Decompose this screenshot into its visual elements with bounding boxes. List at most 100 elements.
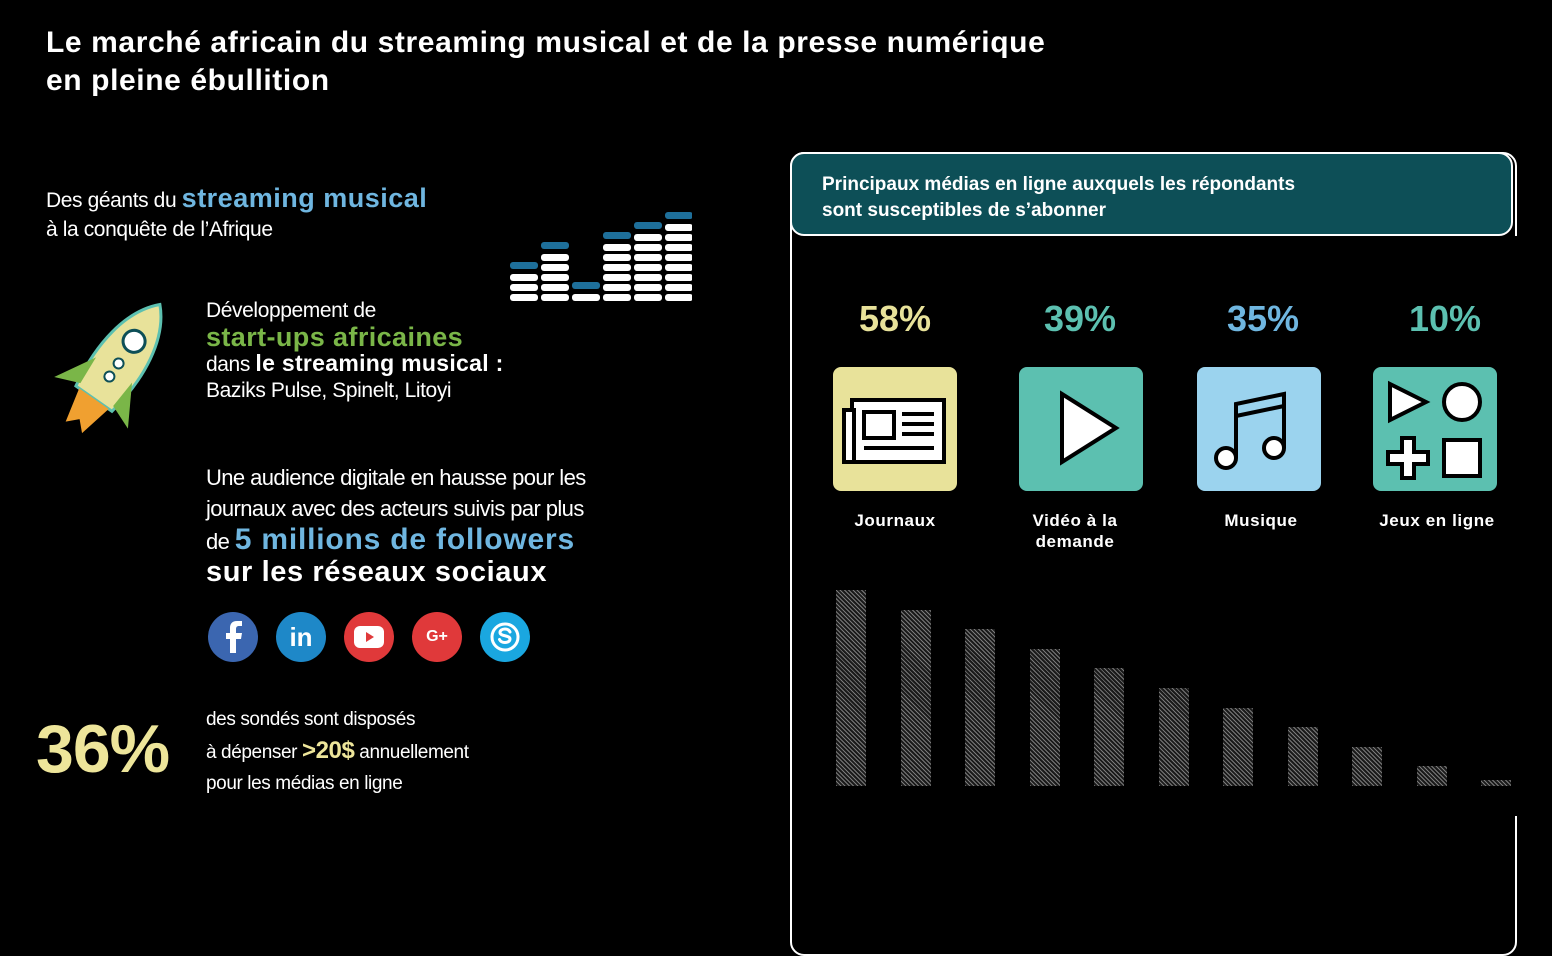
equalizer-segment — [665, 284, 692, 291]
decorative-bar — [1481, 780, 1511, 786]
equalizer-segment — [603, 244, 631, 251]
equalizer-segment — [541, 264, 569, 271]
equalizer-segment — [510, 294, 538, 301]
intro-text-line-2: à la conquête de l’Afrique — [46, 218, 273, 241]
spend-line-2a: à dépenser — [206, 742, 302, 763]
video-label-line-1: Vidéo à la — [1032, 511, 1118, 530]
spend-line-3: pour les médias en ligne — [206, 773, 403, 794]
equalizer-segment — [665, 234, 692, 241]
video-label: Vidéo à la demande — [1000, 510, 1150, 552]
spend-amount: >20$ — [301, 737, 355, 764]
equalizer-segment — [634, 234, 662, 241]
equalizer-segment — [634, 264, 662, 271]
decorative-bar — [1416, 766, 1447, 786]
equalizer-segment — [665, 254, 692, 261]
google-plus-icon[interactable]: G+ — [412, 612, 462, 662]
musique-label-line: Musique — [1224, 511, 1298, 530]
audience-line-1: Une audience digitale en hausse pour les — [206, 465, 586, 490]
decorative-bar — [1352, 746, 1382, 786]
games-icon — [1369, 363, 1501, 495]
video-play-icon — [1015, 363, 1147, 495]
equalizer-cap — [634, 222, 662, 229]
spend-percent: 36% — [36, 711, 170, 787]
equalizer-cap — [572, 282, 600, 289]
jeux-label-line: Jeux en ligne — [1379, 511, 1495, 530]
equalizer-segment — [665, 294, 692, 301]
video-label-line-2: demande — [1035, 532, 1115, 551]
equalizer-segment — [541, 294, 569, 301]
equalizer-segment — [634, 244, 662, 251]
startups-line-4: Baziks Pulse, Spinelt, Litoyi — [206, 379, 452, 402]
equalizer-segment — [634, 294, 662, 301]
youtube-icon[interactable] — [344, 612, 394, 662]
facebook-icon[interactable] — [208, 612, 258, 662]
audience-line-4: sur les réseaux sociaux — [206, 556, 548, 588]
decorative-bar — [1287, 727, 1318, 786]
equalizer-segment — [665, 274, 692, 281]
decorative-bar — [900, 609, 931, 786]
equalizer-segment — [603, 274, 631, 281]
page-title-line-1: Le marché africain du streaming musical … — [46, 26, 1046, 59]
newspaper-icon — [829, 363, 961, 495]
equalizer-segment — [634, 254, 662, 261]
audience-text: Une audience digitale en hausse pour les… — [206, 462, 586, 588]
panel-title-line-2: sont susceptibles de s’abonner — [822, 200, 1107, 221]
linkedin-icon[interactable]: in — [276, 612, 326, 662]
equalizer-cap — [665, 212, 692, 219]
rocket-icon — [54, 302, 163, 434]
startups-line-3a: dans — [206, 353, 256, 376]
media-panel-header: Principaux médias en ligne auxquels les … — [790, 152, 1513, 236]
intro-text-start: Des géants du — [46, 189, 182, 212]
equalizer-segment — [510, 274, 538, 281]
decorative-bar — [1029, 648, 1060, 786]
jeux-label: Jeux en ligne — [1362, 510, 1512, 531]
equalizer-segment — [603, 254, 631, 261]
panel-left-border — [790, 236, 792, 791]
equalizer-segment — [510, 284, 538, 291]
social-icons: in G+ — [208, 612, 530, 662]
equalizer-segment — [541, 254, 569, 261]
equalizer-icon — [510, 212, 692, 301]
startups-highlight: start-ups africaines — [206, 322, 464, 352]
audience-line-3a: de — [206, 529, 235, 554]
spend-text: des sondés sont disposés à dépenser >20$… — [206, 704, 469, 799]
equalizer-cap — [541, 242, 569, 249]
equalizer-segment — [634, 274, 662, 281]
equalizer-segment — [665, 224, 692, 231]
linkedin-label: in — [289, 621, 313, 652]
skype-icon[interactable] — [480, 612, 530, 662]
startups-line-1: Développement de — [206, 299, 376, 322]
equalizer-segment — [603, 294, 631, 301]
equalizer-segment — [572, 294, 600, 301]
spend-line-1: des sondés sont disposés — [206, 709, 416, 730]
music-note-icon — [1193, 363, 1325, 495]
jeux-percent: 10% — [1408, 298, 1482, 339]
decorative-bar-chart — [830, 590, 1520, 790]
intro-highlight: streaming musical — [181, 183, 428, 213]
equalizer-cap — [603, 232, 631, 239]
musique-label: Musique — [1186, 510, 1336, 531]
equalizer-segment — [603, 264, 631, 271]
equalizer-segment — [634, 284, 662, 291]
intro-text: Des géants du streaming musical à la con… — [46, 184, 427, 244]
startups-text: Développement de start-ups africaines da… — [206, 298, 504, 404]
equalizer-segment — [541, 284, 569, 291]
audience-highlight: 5 millions de followers — [234, 523, 575, 556]
audience-line-2: journaux avec des acteurs suivis par plu… — [206, 496, 584, 521]
equalizer-segment — [665, 244, 692, 251]
page-title: Le marché africain du streaming musical … — [46, 24, 1045, 100]
decorative-bar — [1223, 707, 1253, 786]
decorative-bar — [836, 590, 866, 786]
video-percent: 39% — [1043, 298, 1117, 339]
equalizer-segment — [541, 274, 569, 281]
journaux-label: Journaux — [820, 510, 970, 531]
equalizer-cap — [510, 262, 538, 269]
spend-line-2c: annuellement — [354, 742, 469, 763]
journaux-label-line: Journaux — [854, 511, 936, 530]
musique-percent: 35% — [1226, 298, 1300, 339]
decorative-bar — [965, 629, 995, 786]
page-title-line-2: en pleine ébullition — [46, 64, 330, 97]
decorative-bar — [1094, 668, 1124, 786]
google-plus-label: G+ — [426, 628, 448, 645]
equalizer-segment — [603, 284, 631, 291]
